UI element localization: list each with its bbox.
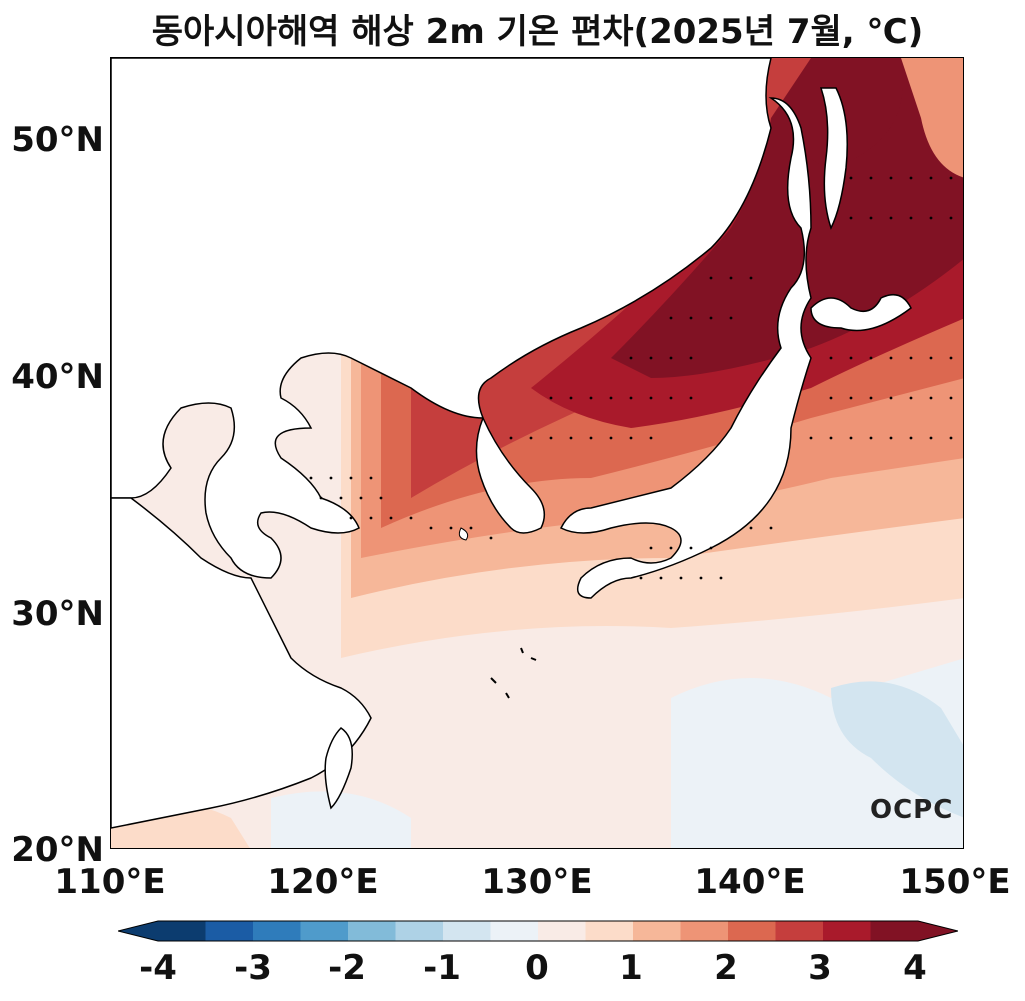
anomaly-map	[111, 58, 963, 848]
colorbar-cell	[158, 921, 206, 941]
lat-label-40: 40°N	[11, 357, 104, 397]
lat-label-20: 20°N	[11, 830, 104, 870]
colorbar-cell	[775, 921, 824, 941]
colorbar-label-3: 3	[808, 948, 832, 988]
colorbar-label-neg1: -1	[423, 948, 461, 988]
colorbar-label-neg4: -4	[139, 948, 177, 988]
significance-stippling	[309, 176, 953, 580]
colorbar-cell	[585, 921, 634, 941]
colorbar	[118, 920, 958, 942]
colorbar-label-4: 4	[903, 948, 927, 988]
colorbar-cell	[728, 921, 776, 941]
lon-label-110: 110°E	[54, 862, 166, 902]
colorbar-cell	[348, 921, 396, 941]
colorbar-extend-low	[118, 921, 158, 941]
anomaly-band-neg-0.5-south	[271, 791, 411, 848]
lon-label-120: 120°E	[267, 862, 379, 902]
colorbar-label-1: 1	[619, 948, 643, 988]
colorbar-cell	[823, 921, 871, 941]
colorbar-label-2: 2	[714, 948, 738, 988]
hokkaido	[810, 293, 912, 332]
ryukyu-islands	[490, 647, 537, 699]
south-china-coast	[111, 497, 372, 829]
mainland-asia	[111, 58, 772, 579]
korean-peninsula-south	[475, 416, 546, 534]
colorbar-cell	[395, 921, 444, 941]
lon-label-130: 130°E	[481, 862, 593, 902]
colorbar-cell	[300, 921, 349, 941]
colorbar-cell	[633, 921, 681, 941]
lon-label-140: 140°E	[694, 862, 806, 902]
sakhalin	[819, 87, 848, 230]
colorbar-label-neg3: -3	[234, 948, 272, 988]
colorbar-cell	[870, 921, 919, 941]
anomaly-band-northeast	[901, 58, 963, 178]
anomaly-band-neg-1	[831, 681, 963, 818]
jeju-island	[458, 527, 469, 541]
lon-label-150: 150°E	[899, 862, 1011, 902]
lat-label-50: 50°N	[11, 120, 104, 160]
colorbar-cell	[680, 921, 729, 941]
lat-label-30: 30°N	[11, 594, 104, 634]
taiwan	[324, 727, 353, 810]
japan-archipelago	[559, 97, 812, 599]
map-title: 동아시아해역 해상 2m 기온 편차(2025년 7월, ℃)	[151, 12, 924, 52]
colorbar-outline	[118, 920, 958, 942]
map-panel	[110, 57, 964, 849]
colorbar-label-0: 0	[525, 948, 549, 988]
colorbar-cell	[538, 921, 586, 941]
colorbar-cell	[490, 921, 539, 941]
ocpc-logo: OCPC	[870, 795, 954, 825]
colorbar-cell	[253, 921, 301, 941]
colorbar-extend-high	[918, 921, 958, 941]
colorbar-cell	[205, 921, 254, 941]
colorbar-label-neg2: -2	[328, 948, 366, 988]
colorbar-cell	[443, 921, 491, 941]
